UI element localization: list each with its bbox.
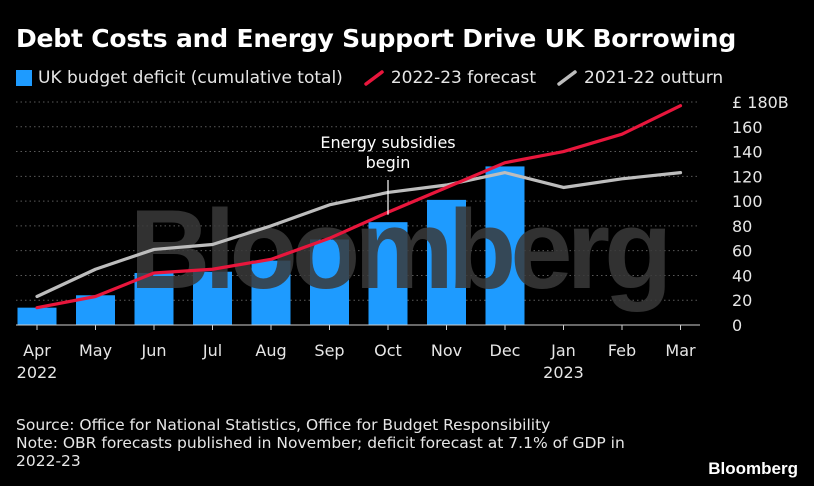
y-tick-label: 120 (732, 167, 763, 186)
x-tick-label: Jan (550, 341, 576, 360)
forecast-line (35, 104, 683, 310)
source-line-2: Note: OBR forecasts published in Novembe… (16, 434, 625, 452)
bar (134, 272, 174, 325)
bars (17, 166, 525, 325)
legend-item-forecast: 2022-23 forecast (363, 68, 536, 88)
outturn-line (35, 171, 683, 299)
legend-item-deficit: UK budget deficit (cumulative total) (16, 68, 343, 88)
watermark: Bloomberg (129, 187, 666, 312)
y-tick-label: 20 (732, 291, 752, 310)
x-year-label: 2022 (17, 363, 58, 382)
y-tick-label: 0 (732, 316, 742, 335)
bloomberg-logo: Bloomberg (708, 459, 798, 478)
legend: UK budget deficit (cumulative total) 202… (16, 68, 743, 88)
legend-item-outturn: 2021-22 outturn (556, 68, 723, 88)
bar (485, 166, 525, 325)
legend-swatch-forecast (364, 70, 384, 86)
x-tick-label: Feb (608, 341, 636, 360)
x-tick-label: Apr (23, 341, 51, 360)
bar (310, 239, 349, 325)
bar (251, 260, 291, 325)
x-tick-label: Dec (490, 341, 521, 360)
source-line-1: Source: Office for National Statistics, … (16, 416, 551, 434)
chart-title: Debt Costs and Energy Support Drive UK B… (16, 24, 737, 53)
legend-swatch-outturn (557, 70, 577, 86)
source-line-3: 2022-23 (16, 452, 81, 470)
y-tick-label: 100 (732, 192, 763, 211)
y-tick-label: 60 (732, 242, 752, 261)
annotation-text-line-2: begin (366, 153, 411, 172)
y-tick-label: 80 (732, 217, 752, 236)
legend-label-deficit: UK budget deficit (cumulative total) (38, 68, 343, 88)
axes: 0 20 40 60 80 100 120 140 160 £ 180B Apr May Jun Jul A… (16, 93, 789, 382)
bar (193, 271, 232, 325)
x-tick-label: Oct (374, 341, 402, 360)
x-tick-label: Mar (665, 341, 696, 360)
annotation-text-line-1: Energy subsidies (320, 133, 455, 152)
source-note: Source: Office for National Statistics, … (16, 416, 625, 470)
x-tick-label: Jul (202, 341, 222, 360)
x-tick-label: Aug (255, 341, 286, 360)
y-tick-label: 160 (732, 118, 763, 137)
gridlines (16, 101, 700, 301)
y-tick-label: 40 (732, 266, 752, 285)
x-tick-label: Nov (431, 341, 462, 360)
x-tick-label: May (79, 341, 112, 360)
legend-swatch-bar (16, 70, 32, 86)
y-tick-label: 140 (732, 143, 763, 162)
lines (35, 104, 683, 310)
bar (427, 199, 466, 325)
legend-label-outturn: 2021-22 outturn (584, 68, 724, 88)
legend-label-forecast: 2022-23 forecast (390, 68, 537, 88)
bar (17, 307, 57, 325)
y-tick-label: £ 180B (732, 93, 789, 112)
x-year-label: 2023 (543, 363, 584, 382)
x-tick-label: Jun (141, 341, 167, 360)
x-tick-label: Sep (314, 341, 344, 360)
bar (368, 222, 408, 325)
